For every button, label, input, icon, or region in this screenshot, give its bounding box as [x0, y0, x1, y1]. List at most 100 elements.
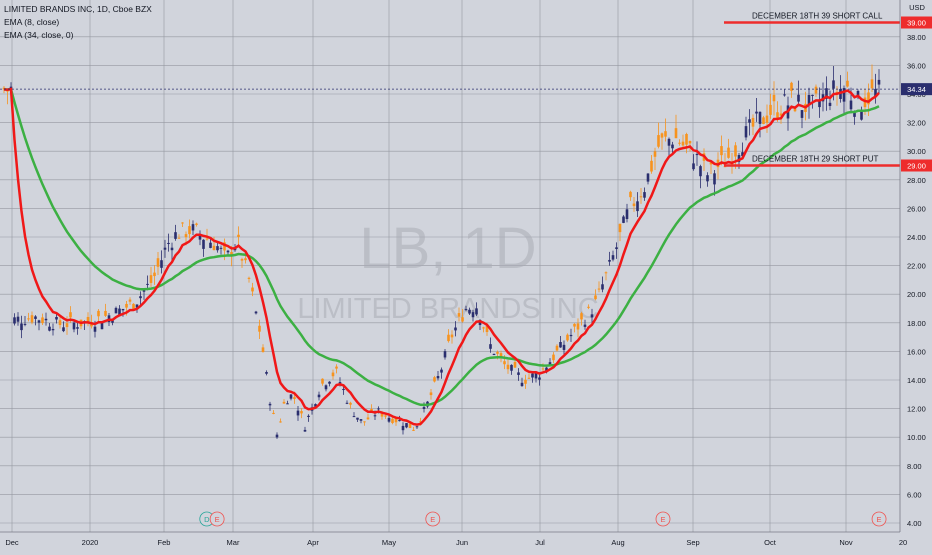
ema-slow-label[interactable]: EMA (34, close, 0) [4, 30, 74, 40]
candle [615, 242, 618, 259]
candle [412, 426, 415, 431]
candle-body [139, 296, 142, 299]
candle [51, 323, 55, 336]
candle [345, 400, 349, 405]
candle-body [13, 317, 16, 324]
event-marker[interactable]: E [425, 511, 441, 527]
candle-body [870, 79, 874, 89]
candle [450, 330, 454, 344]
event-marker[interactable]: E [655, 511, 671, 527]
candle-body [23, 323, 27, 325]
event-marker[interactable]: D [199, 511, 215, 527]
candle-body [646, 173, 650, 182]
candle [37, 319, 41, 331]
candle [167, 233, 170, 252]
ema-fast-label[interactable]: EMA (8, close) [4, 17, 60, 27]
candle-body [363, 421, 366, 423]
time-axis[interactable] [0, 532, 900, 550]
candle-body [825, 88, 828, 99]
candle-body [289, 394, 293, 399]
candle-body [594, 295, 597, 300]
candle [188, 219, 191, 239]
candle [457, 307, 461, 322]
candle-body [188, 226, 191, 235]
candle [625, 203, 629, 223]
candle-body [76, 327, 79, 329]
last-price-tag-label: 34.34 [907, 85, 926, 94]
candle [72, 319, 76, 333]
candle-body [513, 361, 517, 368]
candle [741, 142, 744, 157]
candle-body [335, 366, 338, 369]
candle [240, 257, 244, 268]
price-tick-label: 4.00 [907, 519, 922, 528]
candle [874, 73, 877, 104]
candle [842, 85, 846, 115]
candle [76, 321, 79, 335]
time-tick-label: Mar [227, 538, 240, 547]
candle [471, 309, 475, 322]
candle-body [531, 373, 534, 378]
candle-body [163, 247, 167, 250]
time-tick-label: Oct [764, 538, 777, 547]
candle-body [454, 327, 457, 331]
event-circle[interactable] [425, 511, 441, 527]
candle-body [524, 379, 527, 384]
candle [566, 333, 569, 342]
candle-body [324, 385, 328, 390]
candle [58, 316, 62, 329]
event-circle[interactable] [209, 511, 225, 527]
candle-body [51, 328, 55, 331]
candle-body [44, 318, 48, 321]
candle-body [65, 323, 69, 328]
candle [247, 276, 251, 283]
candle [254, 310, 258, 315]
candle-body [132, 303, 135, 310]
candle [506, 359, 510, 374]
price-tick-label: 16.00 [907, 347, 926, 356]
candle [576, 318, 580, 338]
candle-body [688, 140, 692, 144]
candle-body [111, 320, 114, 323]
candle [555, 344, 559, 352]
candle-body [258, 325, 261, 332]
symbol-label[interactable]: LIMITED BRANDS INC, 1D, Cboe BZX [4, 4, 152, 14]
candle-body [447, 334, 450, 342]
candle-body [643, 192, 646, 198]
event-marker[interactable]: E [871, 511, 887, 527]
candle [321, 378, 324, 386]
candle-body [534, 372, 538, 379]
candle-body [398, 420, 401, 422]
event-circle[interactable] [871, 511, 887, 527]
candle-body [828, 102, 832, 106]
candle [573, 323, 576, 333]
candle-body [55, 316, 58, 320]
candle-body [566, 334, 569, 341]
event-marker[interactable]: E [209, 511, 225, 527]
ema-fast-line [3, 87, 880, 426]
candle-body [587, 306, 590, 308]
candle-body [429, 392, 433, 396]
candle [181, 222, 184, 228]
candle [174, 224, 177, 241]
candle [870, 64, 874, 93]
time-tick-label: Aug [611, 538, 624, 547]
candle-body [541, 368, 545, 370]
candle-body [261, 347, 265, 353]
price-level-axis-tag [901, 159, 932, 172]
candle-body [331, 372, 335, 377]
candle-body [741, 152, 744, 157]
candle-body [30, 315, 34, 323]
candle [366, 413, 370, 420]
candle-body [352, 416, 356, 418]
candle-body [814, 86, 818, 94]
candle [548, 358, 552, 366]
candle [114, 306, 118, 314]
candle-body [181, 222, 184, 224]
candle [524, 374, 527, 389]
event-circle[interactable] [655, 511, 671, 527]
candle-body [489, 344, 492, 349]
